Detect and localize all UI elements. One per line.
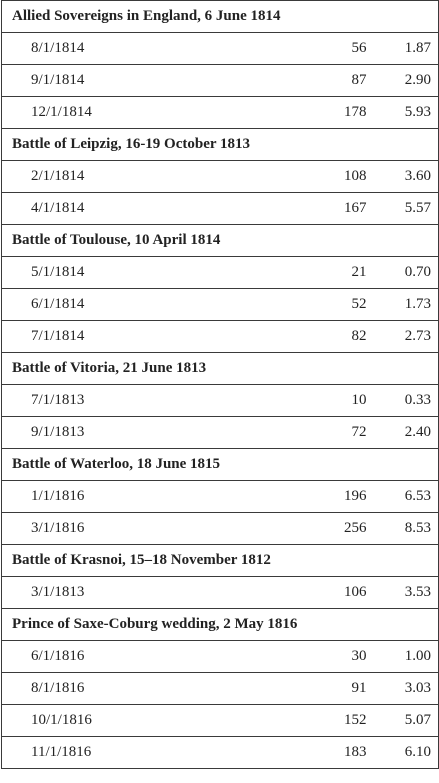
date-cell: 2/1/1814 xyxy=(1,160,265,193)
rate-cell: 6.53 xyxy=(369,480,439,513)
rate-cell: 2.73 xyxy=(369,320,439,353)
date-cell: 5/1/1814 xyxy=(1,256,265,289)
count-cell: 21 xyxy=(264,256,370,289)
group-title: Battle of Waterloo, 18 June 1815 xyxy=(0,448,439,481)
table-row: 8/1/1814 56 1.87 xyxy=(1,32,439,65)
rate-cell: 8.53 xyxy=(369,512,439,545)
date-cell: 6/1/1816 xyxy=(1,640,265,673)
table-row: 7/1/1814 82 2.73 xyxy=(1,320,439,353)
table-row: 2/1/1814 108 3.60 xyxy=(1,160,439,193)
count-cell: 183 xyxy=(264,736,370,769)
count-cell: 82 xyxy=(264,320,370,353)
group-title: Battle of Krasnoi, 15–18 November 1812 xyxy=(0,544,439,577)
rate-cell: 1.00 xyxy=(369,640,439,673)
count-cell: 167 xyxy=(264,192,370,225)
date-cell: 6/1/1814 xyxy=(1,288,265,321)
table-row: 6/1/1816 30 1.00 xyxy=(1,640,439,673)
group-title: Battle of Toulouse, 10 April 1814 xyxy=(0,224,439,257)
date-cell: 9/1/1813 xyxy=(1,416,265,449)
rate-cell: 1.87 xyxy=(369,32,439,65)
table-row: 9/1/1813 72 2.40 xyxy=(1,416,439,449)
count-cell: 178 xyxy=(264,96,370,129)
table-row: 7/1/1813 10 0.33 xyxy=(1,384,439,417)
group-header-row: Battle of Leipzig, 16-19 October 1813 xyxy=(0,128,439,161)
count-cell: 56 xyxy=(264,32,370,65)
date-cell: 8/1/1816 xyxy=(1,672,265,705)
rate-cell: 0.70 xyxy=(369,256,439,289)
rate-cell: 3.03 xyxy=(369,672,439,705)
table-row: 5/1/1814 21 0.70 xyxy=(1,256,439,289)
table-row: 10/1/1816 152 5.07 xyxy=(1,704,439,737)
count-cell: 10 xyxy=(264,384,370,417)
group-header-row: Allied Sovereigns in England, 6 June 181… xyxy=(0,0,439,33)
group-title: Allied Sovereigns in England, 6 June 181… xyxy=(0,0,439,33)
group-header-row: Battle of Toulouse, 10 April 1814 xyxy=(0,224,439,257)
date-cell: 3/1/1816 xyxy=(1,512,265,545)
rate-cell: 5.07 xyxy=(369,704,439,737)
date-cell: 1/1/1816 xyxy=(1,480,265,513)
group-header-row: Battle of Vitoria, 21 June 1813 xyxy=(0,352,439,385)
date-cell: 9/1/1814 xyxy=(1,64,265,97)
count-cell: 196 xyxy=(264,480,370,513)
rate-cell: 2.40 xyxy=(369,416,439,449)
count-cell: 52 xyxy=(264,288,370,321)
table-row: 9/1/1814 87 2.90 xyxy=(1,64,439,97)
group-header-row: Battle of Krasnoi, 15–18 November 1812 xyxy=(0,544,439,577)
count-cell: 106 xyxy=(264,576,370,609)
date-cell: 7/1/1813 xyxy=(1,384,265,417)
group-header-row: Battle of Waterloo, 18 June 1815 xyxy=(0,448,439,481)
rate-cell: 3.60 xyxy=(369,160,439,193)
date-cell: 3/1/1813 xyxy=(1,576,265,609)
date-cell: 7/1/1814 xyxy=(1,320,265,353)
group-title: Battle of Vitoria, 21 June 1813 xyxy=(0,352,439,385)
count-cell: 87 xyxy=(264,64,370,97)
rate-cell: 3.53 xyxy=(369,576,439,609)
rate-cell: 2.90 xyxy=(369,64,439,97)
count-cell: 256 xyxy=(264,512,370,545)
rate-cell: 6.10 xyxy=(369,736,439,769)
rate-cell: 0.33 xyxy=(369,384,439,417)
date-cell: 12/1/1814 xyxy=(1,96,265,129)
count-cell: 72 xyxy=(264,416,370,449)
table-row: 11/1/1816 183 6.10 xyxy=(1,736,439,769)
table-row: 8/1/1816 91 3.03 xyxy=(1,672,439,705)
rate-cell: 5.93 xyxy=(369,96,439,129)
table-row: 12/1/1814 178 5.93 xyxy=(1,96,439,129)
table-row: 6/1/1814 52 1.73 xyxy=(1,288,439,321)
date-cell: 8/1/1814 xyxy=(1,32,265,65)
count-cell: 152 xyxy=(264,704,370,737)
table-row: 4/1/1814 167 5.57 xyxy=(1,192,439,225)
count-cell: 30 xyxy=(264,640,370,673)
date-cell: 4/1/1814 xyxy=(1,192,265,225)
rate-cell: 5.57 xyxy=(369,192,439,225)
table-row: 3/1/1816 256 8.53 xyxy=(1,512,439,545)
count-cell: 91 xyxy=(264,672,370,705)
table-row: 3/1/1813 106 3.53 xyxy=(1,576,439,609)
table-row: 1/1/1816 196 6.53 xyxy=(1,480,439,513)
date-cell: 10/1/1816 xyxy=(1,704,265,737)
group-header-row: Prince of Saxe-Coburg wedding, 2 May 181… xyxy=(0,608,439,641)
group-title: Prince of Saxe-Coburg wedding, 2 May 181… xyxy=(0,608,439,641)
count-cell: 108 xyxy=(264,160,370,193)
rate-cell: 1.73 xyxy=(369,288,439,321)
group-title: Battle of Leipzig, 16-19 October 1813 xyxy=(0,128,439,161)
date-cell: 11/1/1816 xyxy=(1,736,265,769)
